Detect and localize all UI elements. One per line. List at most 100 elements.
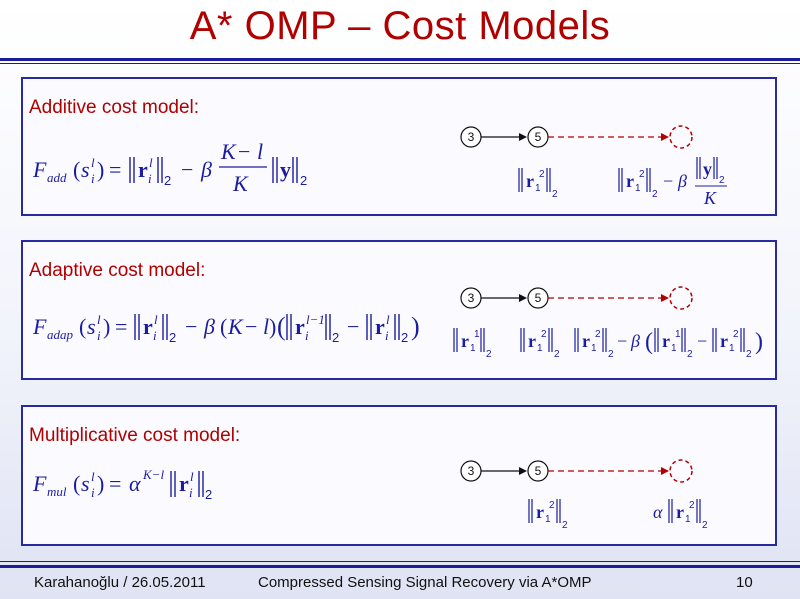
svg-text:2: 2 [746,349,752,360]
adaptive-path-diagram: 3 5 [460,286,693,310]
svg-text:=: = [115,314,127,339]
additive-formula: F add ( s l i ) = r l i 2 − β K − l K y [32,139,307,196]
svg-text:1: 1 [535,183,541,194]
svg-text:1: 1 [591,343,597,354]
additive-formula-graphic: F add ( s l i ) = r l i 2 − β K − l K y [32,125,727,208]
svg-text:s: s [87,314,96,339]
svg-text:r: r [138,157,148,182]
svg-text:r: r [143,314,153,339]
svg-text:l: l [257,139,263,164]
svg-text:2: 2 [595,329,601,340]
svg-text:2: 2 [702,520,708,531]
footer-author-date: Karahanoğlu / 26.05.2011 [34,574,206,591]
svg-text:2: 2 [332,330,339,345]
svg-text:r: r [626,171,634,191]
svg-text:5: 5 [535,464,542,478]
svg-text:r: r [528,331,536,351]
svg-text:1: 1 [671,343,677,354]
svg-text:l: l [91,469,95,484]
svg-text:−: − [185,314,197,339]
multiplicative-path-diagram: 3 5 [460,459,693,483]
svg-text:3: 3 [468,464,475,478]
svg-text:(: ( [73,471,80,496]
svg-text:F: F [32,471,47,496]
panel-label-adaptive: Adaptive cost model: [29,260,206,281]
svg-text:r: r [582,331,590,351]
footer-talk-title: Compressed Sensing Signal Recovery via A… [258,574,592,591]
svg-text:): ) [755,329,763,355]
svg-text:i: i [305,328,309,343]
footer-rule-bottom [0,565,800,568]
svg-text:3: 3 [468,291,475,305]
svg-text:α: α [653,502,663,522]
svg-text:2: 2 [300,173,307,188]
svg-text:add: add [47,170,67,185]
svg-text:(: ( [73,157,80,182]
svg-text:2: 2 [639,169,645,180]
svg-text:2: 2 [552,189,558,200]
svg-text:β: β [200,157,212,182]
svg-text:): ) [269,314,276,339]
svg-text:r: r [295,314,305,339]
slide-title: A* OMP – Cost Models [189,4,611,48]
svg-text:adap: adap [47,327,74,342]
svg-text:): ) [411,312,420,341]
svg-text:r: r [461,331,469,351]
svg-text:F: F [32,314,47,339]
svg-text:i: i [97,328,101,343]
multiplicative-candidate-cost: α r 1 2 2 [653,499,708,531]
svg-text:2: 2 [205,487,212,502]
svg-text:K: K [703,188,717,208]
svg-text:y: y [703,159,712,179]
svg-text:2: 2 [608,349,614,360]
svg-text:2: 2 [541,329,547,340]
multiplicative-node5-norm: r 1 2 2 [528,499,568,531]
svg-text:l−1: l−1 [306,312,325,327]
svg-text:r: r [536,502,544,522]
svg-text:−: − [663,171,673,191]
candidate-node [669,459,693,483]
svg-text:K: K [227,314,244,339]
svg-text:−: − [697,331,707,351]
svg-text:r: r [676,502,684,522]
additive-panel: Additive cost model: F add ( s l i ) = r… [21,77,777,216]
svg-text:2: 2 [169,330,176,345]
svg-text:2: 2 [562,520,568,531]
title-rule-top [0,58,800,61]
svg-text:r: r [179,471,189,496]
svg-text:=: = [109,471,121,496]
svg-text:β: β [203,314,215,339]
multiplicative-panel: Multiplicative cost model: F mul ( s l i… [21,405,777,546]
svg-text:−: − [181,157,193,182]
svg-text:2: 2 [401,330,408,345]
additive-candidate-cost: r 1 2 2 − β y 2 K [618,157,727,208]
svg-text:2: 2 [554,349,560,360]
svg-text:1: 1 [675,329,681,340]
additive-node5-norm: r 1 2 2 [518,168,558,200]
svg-text:r: r [526,171,534,191]
svg-text:2: 2 [549,500,555,511]
svg-text:1: 1 [474,329,480,340]
svg-text:i: i [189,485,193,500]
svg-text:(: ( [277,312,286,341]
svg-text:l: l [190,469,194,484]
svg-text:l: l [149,155,153,170]
svg-text:2: 2 [652,189,658,200]
svg-text:2: 2 [539,169,545,180]
svg-text:1: 1 [635,183,641,194]
adaptive-panel: Adaptive cost model: F adap ( s l i ) = … [21,240,777,380]
svg-text:(: ( [645,329,653,355]
svg-text:r: r [375,314,385,339]
svg-text:r: r [662,331,670,351]
multiplicative-formula: F mul ( s l i ) = α K−l r l i 2 [32,467,212,502]
svg-text:i: i [91,485,95,500]
svg-text:K: K [232,171,249,196]
svg-text:α: α [129,471,141,496]
svg-text:l: l [386,312,390,327]
svg-text:i: i [148,171,152,186]
svg-text:i: i [385,328,389,343]
svg-text:5: 5 [535,291,542,305]
footer-page-number: 10 [736,574,753,591]
svg-text:(: ( [79,314,86,339]
svg-text:1: 1 [685,514,691,525]
